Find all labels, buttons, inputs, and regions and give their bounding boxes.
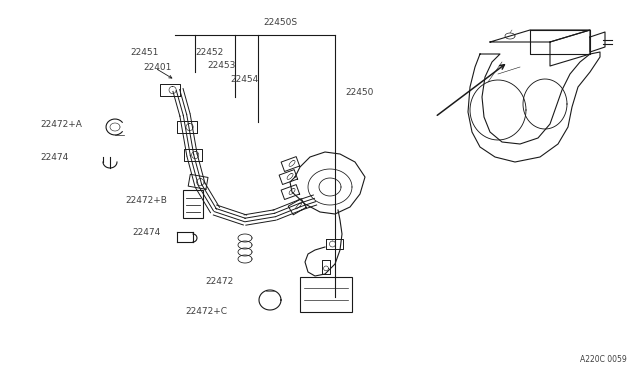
- Text: 22450S: 22450S: [263, 17, 297, 26]
- FancyBboxPatch shape: [300, 277, 352, 312]
- Text: 22453: 22453: [207, 61, 236, 70]
- Text: 22474: 22474: [132, 228, 160, 237]
- Text: 22472+C: 22472+C: [185, 308, 227, 317]
- Text: 22474: 22474: [40, 153, 68, 161]
- Text: 22450: 22450: [345, 87, 373, 96]
- Text: 22472: 22472: [205, 278, 233, 286]
- Text: 22452: 22452: [195, 48, 223, 57]
- Text: 22472+A: 22472+A: [40, 119, 82, 128]
- Text: 22451: 22451: [130, 48, 158, 57]
- Text: 22472+B: 22472+B: [125, 196, 167, 205]
- Text: 22401: 22401: [143, 62, 172, 71]
- Text: A220C 0059: A220C 0059: [580, 356, 627, 365]
- Text: 22454: 22454: [230, 74, 259, 83]
- FancyBboxPatch shape: [183, 190, 203, 218]
